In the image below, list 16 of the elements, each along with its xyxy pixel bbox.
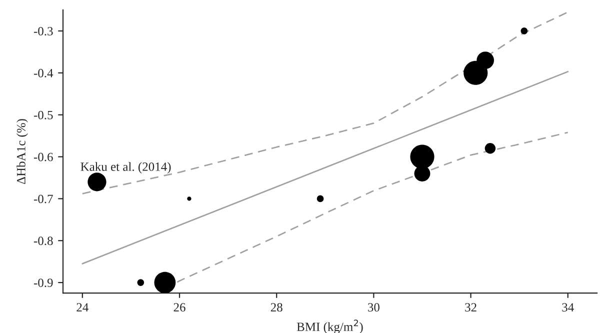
x-tick-label: 34 (562, 303, 574, 312)
x-tick-label: 32 (465, 303, 476, 312)
y-tick-label: -0.4 (34, 68, 54, 78)
y-tick-label: -0.7 (34, 194, 53, 204)
x-tick-label: 26 (174, 303, 186, 312)
y-axis-title: ΔHbA1c (%) (16, 119, 28, 184)
line-series (82, 11, 569, 194)
y-tick-label: -0.8 (34, 236, 53, 246)
annotation: Kaku et al. (2014) (80, 162, 171, 174)
y-tick-label: -0.5 (34, 110, 53, 120)
x-tick-label: 24 (76, 303, 88, 312)
x-tick-label: 30 (368, 303, 380, 312)
y-tick-label: -0.3 (34, 26, 53, 36)
y-tick-label: -0.9 (34, 278, 53, 288)
y-tick-label: -0.6 (34, 152, 53, 162)
x-tick-label: 28 (270, 303, 282, 312)
